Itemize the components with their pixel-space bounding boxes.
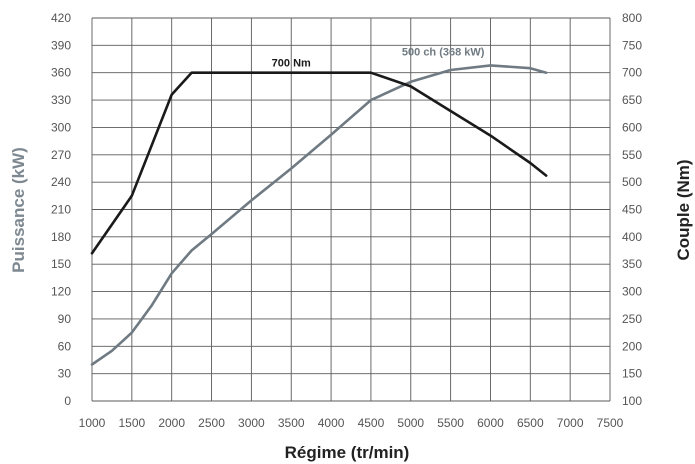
y-left-tick-label-0: 0 [64,394,71,408]
x-tick-label-11: 6500 [517,416,544,430]
y-right-tick-label-13: 750 [622,38,642,52]
y-right-tick-label-1: 150 [622,367,642,381]
y-right-tick-label-9: 550 [622,148,642,162]
y-left-tick-labels: 0 30 60 90 120 150 180 210 240 270 300 330 360 390 420 [51,11,71,408]
y-right-tick-labels: 100 150 200 250 300 350 400 450 500 550 600 650 700 7… [622,11,642,408]
x-tick-label-5: 3500 [278,416,305,430]
y-left-tick-label-9: 270 [51,148,71,162]
y-right-tick-label-10: 600 [622,120,642,134]
torque-line [90,71,548,255]
x-tick-label-1: 1500 [118,416,145,430]
power-line [90,64,548,366]
y-left-tick-label-10: 300 [51,120,71,134]
y-left-tick-label-7: 210 [51,203,71,217]
x-axis-title: Régime (tr/min) [285,443,410,462]
x-tick-label-10: 6000 [477,416,504,430]
annotations-group: 700 Nm 500 ch (368 kW) [272,46,485,69]
y-left-tick-label-8: 240 [51,175,71,189]
x-tick-label-9: 5500 [437,416,464,430]
y-right-tick-label-5: 350 [622,257,642,271]
x-tick-label-0: 1000 [79,416,106,430]
y-left-tick-label-11: 330 [51,93,71,107]
y-right-tick-label-12: 700 [622,66,642,80]
series-group [90,64,548,366]
y-right-tick-label-11: 650 [622,93,642,107]
y-right-tick-label-0: 100 [622,394,642,408]
x-tick-label-7: 4500 [358,416,385,430]
power-annotation: 500 ch (368 kW) [402,46,485,58]
x-tick-label-13: 7500 [597,416,624,430]
y-left-axis-title: Puissance (kW) [9,147,28,273]
x-tick-label-3: 2500 [198,416,225,430]
grid [91,17,611,402]
y-right-tick-label-8: 500 [622,175,642,189]
x-tick-label-4: 3000 [238,416,265,430]
y-left-tick-label-6: 180 [51,230,71,244]
torque-annotation: 700 Nm [272,58,311,70]
y-left-tick-label-3: 90 [58,312,72,326]
y-right-tick-label-6: 400 [622,230,642,244]
y-right-tick-label-14: 800 [622,11,642,25]
y-left-tick-label-4: 120 [51,285,71,299]
x-tick-label-6: 4000 [318,416,345,430]
y-left-tick-label-13: 390 [51,38,71,52]
y-right-tick-label-2: 200 [622,339,642,353]
x-tick-label-8: 5000 [397,416,424,430]
y-left-tick-label-1: 30 [58,367,72,381]
x-tick-labels: 1000 1500 2000 2500 3000 3500 4000 4500 5000 5500… [79,416,624,430]
y-left-tick-label-14: 420 [51,11,71,25]
y-right-tick-label-3: 250 [622,312,642,326]
x-tick-label-2: 2000 [158,416,185,430]
x-tick-label-12: 7000 [557,416,584,430]
y-right-tick-label-4: 300 [622,285,642,299]
y-right-tick-label-7: 450 [622,203,642,217]
y-right-axis-title: Couple (Nm) [674,159,693,260]
y-left-tick-label-2: 60 [58,339,72,353]
y-left-tick-label-5: 150 [51,257,71,271]
y-left-tick-label-12: 360 [51,66,71,80]
